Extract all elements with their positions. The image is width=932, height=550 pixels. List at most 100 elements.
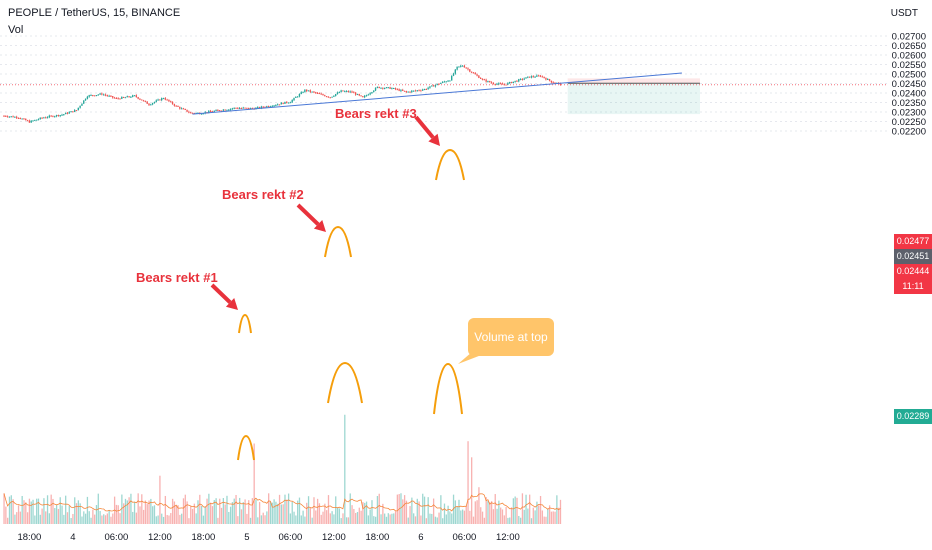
- volume-bar: [123, 503, 125, 524]
- volume-bar: [476, 500, 478, 524]
- candle-body: [316, 92, 319, 94]
- x-tick-label: 06:00: [452, 532, 476, 543]
- volume-bar: [237, 516, 239, 524]
- candle-body: [485, 79, 487, 82]
- candle-body: [8, 116, 11, 118]
- volume-bar: [445, 514, 447, 524]
- y-tick-label: 0.02200: [892, 127, 926, 138]
- candle-body: [126, 96, 128, 98]
- y-tick-label: 0.02300: [892, 108, 926, 119]
- volume-bar: [461, 509, 464, 524]
- volume-bar: [46, 495, 49, 524]
- candle-body: [70, 111, 72, 113]
- x-tick-label: 5: [244, 532, 249, 543]
- volume-bar: [222, 498, 225, 524]
- candle-body: [307, 90, 310, 92]
- arrow-2-shaft: [296, 203, 320, 226]
- volume-bar: [43, 498, 45, 524]
- candle-body: [414, 90, 417, 92]
- volume-bar: [121, 494, 123, 524]
- volume-bar: [349, 493, 351, 524]
- volume-bar: [418, 501, 420, 524]
- candle-body: [84, 98, 87, 101]
- candle-body: [431, 85, 433, 87]
- volume-bar: [244, 499, 246, 524]
- candle-body: [456, 66, 458, 70]
- last-price-badge: 0.02444 11:11: [894, 264, 932, 294]
- volume-bar: [184, 494, 186, 524]
- volume-bar: [373, 516, 375, 524]
- volume-bar: [539, 495, 542, 524]
- candle-body: [247, 107, 250, 109]
- volume-bar: [403, 495, 406, 524]
- volume-bar: [219, 498, 221, 524]
- volume-bar: [280, 504, 283, 524]
- candle-body: [162, 98, 165, 100]
- volume-bar: [385, 516, 388, 524]
- volume-bar: [559, 499, 562, 524]
- volume-bar: [52, 498, 54, 524]
- volume-bar: [356, 512, 359, 524]
- volume-bar: [217, 517, 219, 524]
- stop-loss-zone: [567, 78, 700, 84]
- candle-body: [182, 108, 185, 110]
- candle-body: [318, 93, 321, 95]
- volume-bar: [364, 502, 366, 524]
- candle-body: [463, 65, 466, 68]
- candle-body: [362, 96, 364, 98]
- candle-body: [275, 105, 277, 107]
- candle-body: [501, 83, 504, 85]
- candle-body: [124, 97, 127, 99]
- volume-bar: [251, 498, 254, 524]
- volume-bar: [228, 511, 230, 524]
- arrow-2-head: [313, 220, 326, 232]
- volume-bar: [79, 503, 81, 524]
- volume-bar: [490, 501, 493, 524]
- candle-body: [527, 76, 529, 78]
- volume-bar: [204, 506, 206, 524]
- candle-body: [153, 101, 156, 104]
- volume-bar: [66, 512, 69, 524]
- volume-bar: [510, 507, 513, 524]
- candle-body: [184, 109, 186, 111]
- candle-body: [376, 86, 379, 88]
- volume-bar: [7, 517, 9, 524]
- candle-body: [358, 94, 360, 96]
- candle-body: [389, 87, 391, 89]
- volume-bar: [529, 494, 531, 524]
- volume-bar: [159, 475, 161, 524]
- volume-bar: [382, 503, 384, 524]
- volume-bar: [505, 507, 507, 524]
- volume-bar: [438, 512, 440, 524]
- candle-body: [77, 107, 80, 111]
- candle-body: [102, 94, 105, 96]
- candle-body: [86, 96, 89, 99]
- candle-body: [387, 87, 389, 89]
- candle-body: [137, 97, 139, 99]
- volume-bar: [422, 493, 424, 524]
- candle-body: [81, 103, 83, 106]
- volume-bar: [235, 494, 237, 524]
- volume-bar: [554, 511, 556, 524]
- volume-bar: [186, 501, 188, 524]
- volume-bar: [264, 515, 266, 524]
- volume-bar: [501, 509, 504, 524]
- candle-body: [189, 112, 192, 114]
- volume-bar: [336, 507, 339, 524]
- volume-bar: [112, 513, 114, 524]
- arrow-3-shaft: [414, 115, 435, 139]
- candle-body: [423, 88, 426, 90]
- volume-bar: [135, 512, 138, 524]
- candle-body: [168, 99, 170, 102]
- y-tick-label: 0.02700: [892, 32, 926, 43]
- candle-body: [119, 98, 121, 100]
- volume-bar: [527, 508, 529, 524]
- volume-bar: [271, 502, 273, 524]
- candle-body: [90, 95, 92, 97]
- volume-bar: [338, 508, 341, 524]
- volume-bar: [240, 509, 243, 524]
- volume-arc-3: [433, 362, 463, 415]
- candle-body: [518, 79, 520, 82]
- candle-body: [222, 109, 225, 111]
